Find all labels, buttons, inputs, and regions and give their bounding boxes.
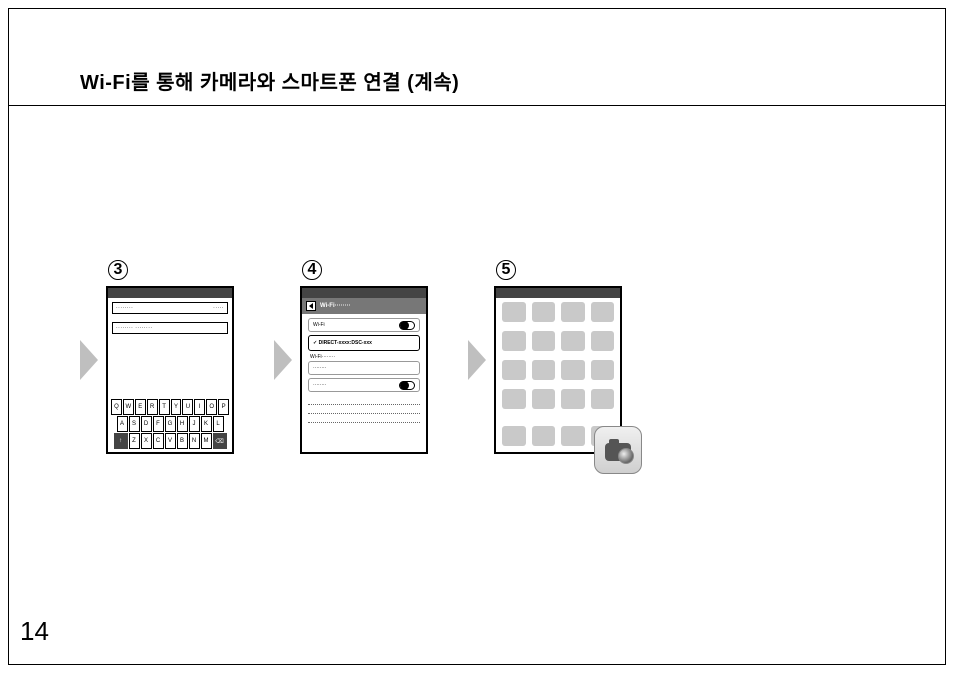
step-number-5: 5 [496,260,516,280]
key-y[interactable]: Y [171,399,182,415]
app-icon[interactable] [591,389,615,409]
key-g[interactable]: G [165,416,176,432]
placeholder-lines [308,396,420,423]
arrow-icon [80,340,106,380]
key-backspace[interactable]: ⌫ [213,433,227,449]
field1-left-text: ········ [116,305,133,311]
wifi-list: Wi-Fi ✓ DIRECT-xxxx:DSC-xxx Wi-Fi·······… [302,318,426,452]
statusbar [496,288,620,298]
arrow-icon [468,340,494,380]
app-icon[interactable] [502,389,526,409]
settings-header: Wi-Fi········ [302,298,426,314]
key-i[interactable]: I [194,399,205,415]
selected-network-label: ✓ DIRECT-xxxx:DSC-xxx [313,340,372,346]
app-icon[interactable] [561,360,585,380]
key-k[interactable]: K [201,416,212,432]
key-v[interactable]: V [165,433,176,449]
app-icon[interactable] [591,360,615,380]
app-icon[interactable] [532,331,556,351]
dock-app-icon[interactable] [502,426,526,446]
app-icon[interactable] [502,302,526,322]
key-t[interactable]: T [159,399,170,415]
key-e[interactable]: E [135,399,146,415]
text-field-1[interactable]: ········ ····· [112,302,228,314]
key-n[interactable]: N [189,433,200,449]
key-shift[interactable]: ↑ [114,433,128,449]
app-icon[interactable] [561,389,585,409]
camera-icon [605,439,631,461]
wifi-network-selected[interactable]: ✓ DIRECT-xxxx:DSC-xxx [308,335,420,351]
key-f[interactable]: F [153,416,164,432]
app-icon[interactable] [561,331,585,351]
settings-title: Wi-Fi········ [320,303,351,309]
key-s[interactable]: S [129,416,140,432]
key-w[interactable]: W [123,399,134,415]
page-title: Wi-Fi를 통해 카메라와 스마트폰 연결 (계속) [80,66,459,95]
wifi-list-item[interactable]: ········ [308,361,420,375]
key-p[interactable]: P [218,399,229,415]
header-rule [8,105,946,106]
app-icon[interactable] [532,389,556,409]
phone-screen-keyboard: ········ ····· ········ ········ Q W E R… [106,286,234,454]
wifi-section-label: Wi-Fi········ [310,354,420,360]
page-number: 14 [20,616,49,647]
key-j[interactable]: J [189,416,200,432]
statusbar [108,288,232,298]
list-item-label: ········ [313,365,326,371]
statusbar [302,288,426,298]
wifi-label: Wi-Fi [313,322,325,328]
field1-right-text: ····· [213,305,224,311]
key-u[interactable]: U [182,399,193,415]
key-q[interactable]: Q [111,399,122,415]
field2-text: ········ ········ [116,325,153,331]
key-l[interactable]: L [213,416,224,432]
step-number-3: 3 [108,260,128,280]
toggle-on-icon[interactable] [399,321,415,330]
key-o[interactable]: O [206,399,217,415]
steps-row: 3 ········ ····· ········ ········ Q W E… [80,260,622,454]
phone-screen-wifi-settings: Wi-Fi········ Wi-Fi ✓ DIRECT-xxxx:DSC-xx… [300,286,428,454]
back-button[interactable] [306,301,316,311]
key-z[interactable]: Z [129,433,140,449]
key-d[interactable]: D [141,416,152,432]
key-r[interactable]: R [147,399,158,415]
list-item-label: ········ [313,382,326,388]
app-icon[interactable] [532,360,556,380]
phone-screen-home [494,286,622,454]
app-icon[interactable] [561,302,585,322]
toggle-on-icon[interactable] [399,381,415,390]
camera-app-callout[interactable] [594,426,642,474]
arrow-icon [274,340,300,380]
app-icon[interactable] [502,360,526,380]
app-icon[interactable] [591,302,615,322]
text-field-2[interactable]: ········ ········ [112,322,228,334]
key-a[interactable]: A [117,416,128,432]
app-grid [502,302,614,424]
key-h[interactable]: H [177,416,188,432]
app-icon[interactable] [502,331,526,351]
key-m[interactable]: M [201,433,212,449]
app-icon[interactable] [591,331,615,351]
key-c[interactable]: C [153,433,164,449]
app-icon[interactable] [532,302,556,322]
step-5: 5 [494,260,622,454]
key-b[interactable]: B [177,433,188,449]
dock-app-icon[interactable] [532,426,556,446]
step-number-4: 4 [302,260,322,280]
wifi-list-item[interactable]: ········ [308,378,420,392]
keyboard: Q W E R T Y U I O P A S D F G H [111,398,229,449]
dock-app-icon[interactable] [561,426,585,446]
key-x[interactable]: X [141,433,152,449]
step-3: 3 ········ ····· ········ ········ Q W E… [106,260,234,454]
wifi-toggle-row[interactable]: Wi-Fi [308,318,420,332]
step-4: 4 Wi-Fi········ Wi-Fi ✓ DIRECT-xxxx:DSC-… [300,260,428,454]
